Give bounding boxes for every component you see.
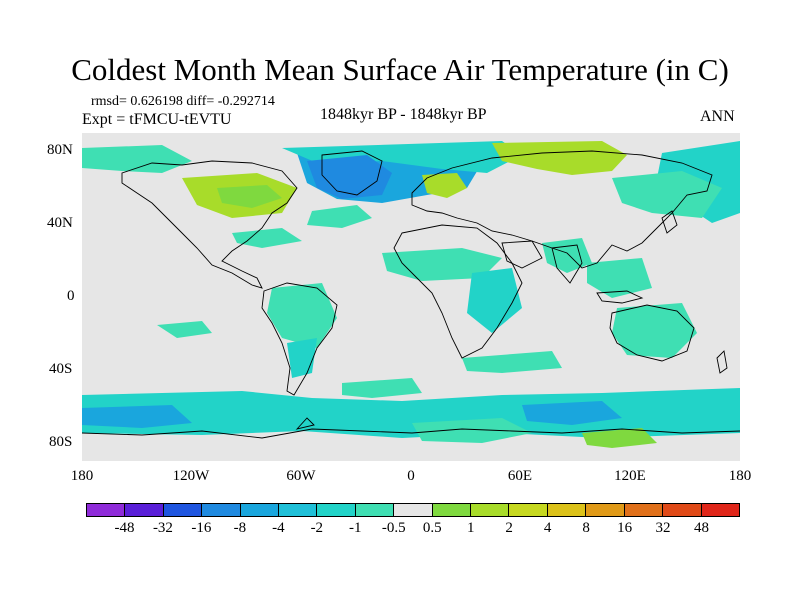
colorbar-segment: [509, 504, 548, 516]
patch-southern-band-blue2: [522, 401, 622, 425]
map-svg: [82, 133, 740, 461]
coast-north-america: [121, 160, 298, 289]
coast-new-zealand: [716, 350, 728, 374]
lat-label-40n: 40N: [47, 215, 73, 231]
patch-natl-teal: [307, 205, 372, 228]
map-title: Coldest Month Mean Surface Air Temperatu…: [71, 52, 729, 87]
patch-spac-teal: [157, 321, 212, 338]
colorbar-segment: [471, 504, 510, 516]
colorbar-label: 48: [694, 520, 710, 536]
patch-so-atl-teal: [342, 378, 422, 398]
patch-samer-teal: [267, 283, 337, 348]
lon-label-180e: 180: [728, 468, 752, 484]
colorbar-segment: [240, 504, 280, 516]
lat-label-80s: 80S: [49, 434, 73, 450]
colorbar-label: -16: [191, 520, 212, 536]
season-label: ANN: [700, 108, 735, 125]
colorbar-segment: [701, 504, 739, 516]
coast-antarctic-peninsula: [295, 417, 315, 430]
period-label: 1848kyr BP - 1848kyr BP: [320, 106, 487, 123]
lat-label-40s: 40S: [49, 361, 73, 377]
colorbar-label: 32: [655, 520, 671, 536]
lon-label-60w: 60W: [286, 468, 316, 484]
colorbar-segment: [202, 504, 241, 516]
patch-alaska-teal: [82, 145, 192, 173]
coast-south-america: [261, 282, 338, 396]
colorbar-label: 8: [582, 520, 590, 536]
patch-austr-teal: [612, 303, 697, 358]
colorbar-label: 4: [543, 520, 552, 536]
lon-label-180w: 180: [70, 468, 94, 484]
stats-text: rmsd= 0.626198 diff= -0.292714: [91, 94, 275, 109]
colorbar-label: 0.5: [422, 520, 442, 536]
coastlines: [82, 150, 740, 439]
coast-eurasia: [411, 150, 713, 269]
patch-southern-band-blue: [82, 405, 192, 428]
coast-greenland: [321, 150, 383, 196]
lat-label-80n: 80N: [47, 142, 73, 158]
colorbar-segment: [163, 504, 203, 516]
coast-indonesia: [596, 290, 644, 304]
colorbar-label: -1: [349, 520, 362, 536]
colorbar-segment: [432, 504, 472, 516]
patch-canada-warm2: [217, 185, 282, 208]
colorbar-label: -48: [114, 520, 135, 536]
patch-southern-band-teal: [82, 388, 740, 438]
colorbar-segment: [547, 504, 587, 516]
colorbar-label: -32: [152, 520, 173, 536]
patch-eastus-teal: [232, 228, 302, 248]
colorbar-segment: [624, 504, 664, 516]
coast-africa: [393, 224, 523, 359]
patch-greenland-blue: [307, 155, 392, 199]
colorbar-label: 2: [505, 520, 513, 536]
colorbar-segment: [663, 504, 702, 516]
patch-india-teal: [542, 238, 592, 273]
patch-samer-teal2: [287, 338, 317, 378]
colorbar-segment: [355, 504, 395, 516]
colorbar-segment: [279, 504, 318, 516]
colorbar: [86, 503, 740, 517]
lon-label-120w: 120W: [172, 468, 210, 484]
patch-antarctic-teal: [412, 418, 532, 443]
lat-label-0: 0: [67, 288, 75, 304]
colorbar-segment: [317, 504, 356, 516]
colorbar-label: -8: [233, 520, 247, 536]
coast-antarctica: [82, 428, 740, 439]
coast-india: [551, 244, 583, 284]
coast-australia: [609, 304, 695, 362]
patch-seasia-teal: [587, 258, 652, 298]
lon-label-0: 0: [407, 468, 415, 484]
colorbar-segment: [394, 504, 433, 516]
coast-arabia: [501, 240, 543, 269]
colorbar-segment: [87, 504, 126, 516]
patch-so-indian-teal: [462, 351, 562, 373]
colorbar-label: 1: [466, 520, 475, 536]
patch-arctic-teal: [282, 141, 522, 173]
patch-nwpac-teal: [612, 171, 722, 218]
colorbar-segment: [125, 504, 164, 516]
patch-siberia-green: [492, 141, 627, 175]
lon-label-120e: 120E: [614, 468, 646, 484]
patch-antarctic-green: [582, 428, 657, 448]
patch-europe-green: [422, 173, 467, 198]
experiment-label: Expt = tFMCU-tEVTU: [82, 111, 232, 128]
map-panel: [82, 133, 740, 461]
coast-japan: [661, 210, 678, 234]
colorbar-label: -4: [272, 520, 285, 536]
anomaly-patches: [82, 141, 740, 448]
colorbar-label: -0.5: [381, 520, 406, 536]
lon-label-60e: 60E: [507, 468, 533, 484]
patch-eafrica-teal: [467, 268, 522, 333]
colorbar-segment: [586, 504, 625, 516]
colorbar-label: -2: [310, 520, 324, 536]
colorbar-label: 16: [617, 520, 633, 536]
